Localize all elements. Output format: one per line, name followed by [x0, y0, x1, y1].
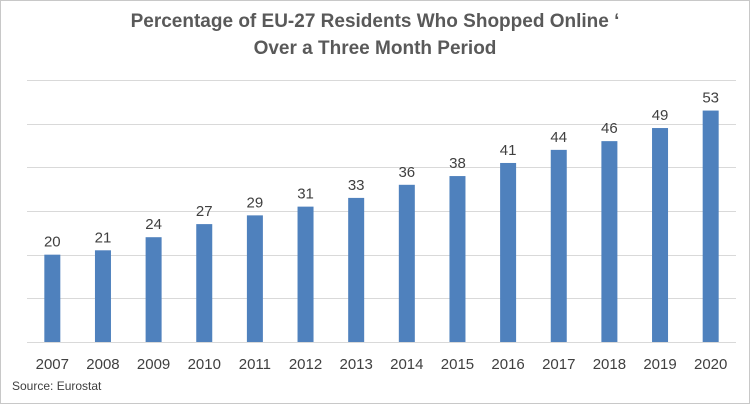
- data-label: 53: [702, 90, 719, 107]
- data-label: 27: [196, 203, 213, 220]
- bar: [348, 197, 365, 342]
- x-tick-label: 2007: [36, 356, 69, 373]
- data-label: 36: [398, 164, 415, 181]
- x-tick-label: 2016: [491, 356, 524, 373]
- data-label: 21: [95, 229, 112, 246]
- bar: [398, 184, 415, 342]
- bar: [246, 215, 263, 342]
- x-tick-label: 2014: [390, 356, 423, 373]
- x-tick-label: 2010: [188, 356, 221, 373]
- data-label: 33: [348, 177, 365, 194]
- data-label: 49: [652, 107, 669, 124]
- bar: [702, 110, 719, 342]
- chart-title-line-1: Percentage of EU-27 Residents Who Shoppe…: [130, 11, 620, 32]
- x-tick-label: 2017: [542, 356, 575, 373]
- bar: [500, 162, 517, 342]
- data-label: 29: [247, 194, 264, 211]
- x-tick-label: 2012: [289, 356, 322, 373]
- data-label: 31: [297, 186, 314, 203]
- x-tick-label: 2008: [86, 356, 119, 373]
- bar: [449, 176, 466, 342]
- bar: [196, 224, 213, 342]
- x-tick-label: 2015: [441, 356, 474, 373]
- bar: [145, 237, 162, 342]
- bar: [652, 128, 669, 342]
- bar: [297, 206, 314, 342]
- x-tick-label: 2013: [339, 356, 372, 373]
- source-note: Source: Eurostat: [12, 379, 102, 393]
- x-tick-label: 2019: [643, 356, 676, 373]
- bar: [44, 254, 61, 342]
- chart-title-line-2: Over a Three Month Period: [253, 38, 497, 59]
- data-label: 41: [500, 142, 517, 159]
- x-tick-label: 2009: [137, 356, 170, 373]
- data-label: 24: [145, 216, 162, 233]
- data-label: 44: [550, 129, 567, 146]
- bar: [94, 250, 111, 342]
- x-tick-label: 2011: [239, 356, 271, 373]
- bar: [601, 141, 618, 342]
- x-tick-label: 2018: [593, 356, 626, 373]
- x-tick-label: 2020: [694, 356, 727, 373]
- data-label: 38: [449, 155, 466, 172]
- data-label: 20: [44, 234, 61, 251]
- chart-title: Percentage of EU-27 Residents Who Shoppe…: [0, 8, 750, 62]
- data-label: 46: [601, 120, 618, 137]
- bar: [550, 149, 567, 342]
